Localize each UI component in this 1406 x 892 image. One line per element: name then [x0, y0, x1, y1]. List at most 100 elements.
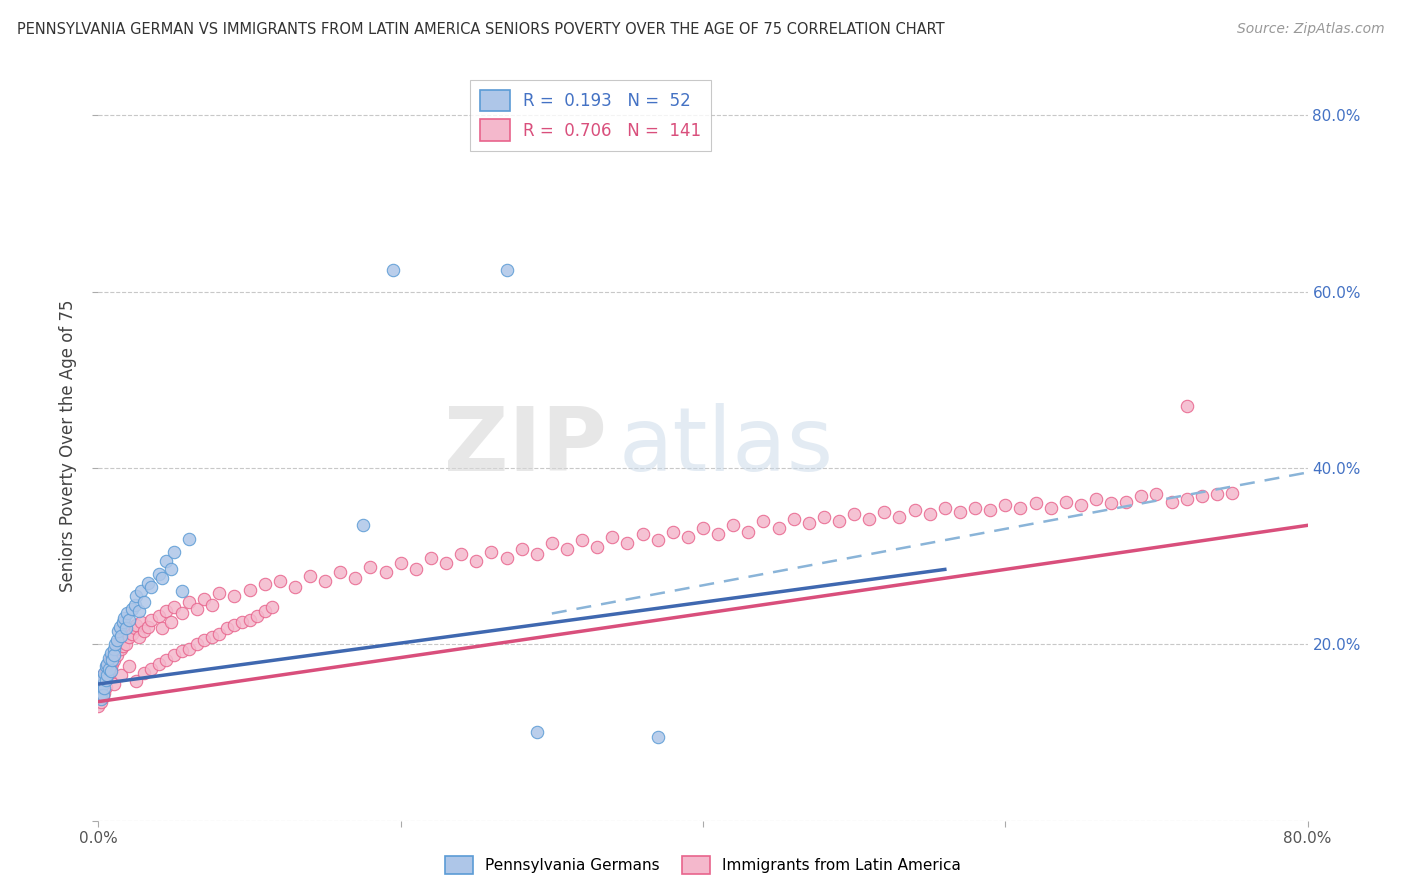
Point: [737, 524, 759, 539]
Point: [555, 542, 578, 557]
Point: [434, 556, 457, 570]
Point: [420, 551, 443, 566]
Point: [103, 646, 125, 660]
Point: [186, 637, 208, 651]
Point: [136, 620, 159, 634]
Point: [918, 507, 941, 521]
Point: [103, 641, 125, 656]
Point: [98, 665, 121, 680]
Text: atlas: atlas: [619, 402, 834, 490]
Point: [89, 677, 111, 691]
Point: [262, 600, 284, 615]
Point: [179, 641, 201, 656]
Point: [93, 681, 115, 696]
Point: [129, 615, 152, 630]
Point: [132, 595, 155, 609]
Point: [100, 662, 122, 676]
Point: [94, 673, 117, 687]
Point: [90, 674, 112, 689]
Point: [631, 527, 654, 541]
Point: [571, 533, 593, 548]
Point: [125, 589, 148, 603]
Point: [103, 653, 125, 667]
Point: [89, 689, 111, 703]
Point: [602, 530, 624, 544]
Point: [136, 575, 159, 590]
Point: [160, 562, 183, 576]
Point: [246, 609, 269, 624]
Point: [239, 582, 262, 597]
Point: [979, 503, 1001, 517]
Point: [93, 674, 115, 689]
Point: [93, 686, 115, 700]
Point: [90, 686, 112, 700]
Point: [994, 498, 1017, 512]
Point: [87, 683, 110, 698]
Point: [1175, 491, 1198, 506]
Point: [101, 657, 124, 671]
Point: [155, 604, 177, 618]
Point: [1054, 494, 1077, 508]
Point: [94, 664, 117, 678]
Point: [100, 646, 122, 660]
Point: [1099, 496, 1122, 510]
Point: [1115, 494, 1137, 508]
Point: [647, 730, 669, 744]
Point: [98, 662, 121, 676]
Point: [450, 548, 472, 562]
Point: [90, 681, 112, 696]
Point: [692, 521, 714, 535]
Text: PENNSYLVANIA GERMAN VS IMMIGRANTS FROM LATIN AMERICA SENIORS POVERTY OVER THE AG: PENNSYLVANIA GERMAN VS IMMIGRANTS FROM L…: [17, 22, 945, 37]
Point: [89, 680, 111, 694]
Point: [707, 527, 730, 541]
Point: [125, 674, 148, 689]
Point: [115, 624, 138, 639]
Point: [170, 607, 193, 621]
Point: [329, 565, 352, 579]
Point: [93, 665, 115, 680]
Point: [647, 533, 669, 548]
Point: [374, 565, 396, 579]
Point: [193, 632, 215, 647]
Point: [661, 524, 683, 539]
Point: [179, 595, 201, 609]
Point: [163, 648, 186, 662]
Point: [299, 568, 322, 582]
Point: [91, 671, 114, 685]
Point: [91, 688, 114, 702]
Point: [344, 571, 367, 585]
Point: [132, 624, 155, 639]
Point: [98, 650, 121, 665]
Point: [1160, 494, 1182, 508]
Point: [215, 622, 238, 636]
Point: [723, 518, 745, 533]
Point: [224, 589, 246, 603]
Point: [1070, 498, 1092, 512]
Point: [1085, 491, 1108, 506]
Point: [193, 591, 215, 606]
Point: [96, 657, 118, 671]
Point: [965, 500, 987, 515]
Point: [768, 521, 790, 535]
Point: [114, 622, 136, 636]
Point: [121, 626, 143, 640]
Point: [128, 604, 150, 618]
Point: [904, 503, 927, 517]
Point: [118, 659, 141, 673]
Point: [114, 637, 136, 651]
Point: [1130, 489, 1153, 503]
Point: [405, 562, 427, 576]
Point: [314, 574, 336, 588]
Point: [540, 536, 562, 550]
Point: [155, 653, 177, 667]
Legend: Pennsylvania Germans, Immigrants from Latin America: Pennsylvania Germans, Immigrants from La…: [439, 850, 967, 880]
Point: [112, 611, 135, 625]
Point: [783, 512, 806, 526]
Point: [858, 512, 880, 526]
Y-axis label: Seniors Poverty Over the Age of 75: Seniors Poverty Over the Age of 75: [59, 300, 77, 592]
Point: [269, 574, 291, 588]
Point: [481, 545, 503, 559]
Point: [231, 615, 253, 630]
Point: [108, 632, 131, 647]
Point: [150, 622, 173, 636]
